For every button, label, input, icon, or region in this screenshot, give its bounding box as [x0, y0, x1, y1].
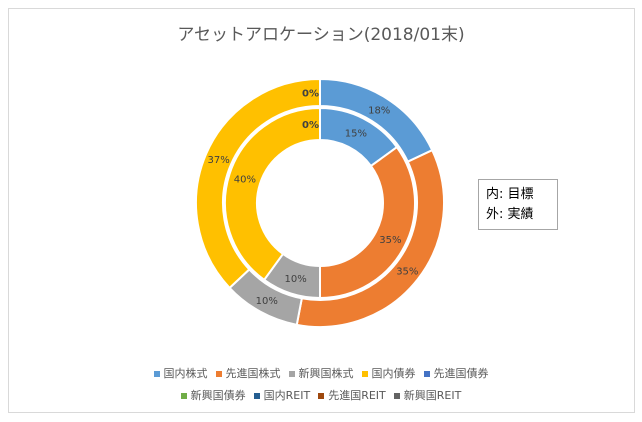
- legend-item: 先進国REIT: [318, 387, 386, 403]
- legend-label: 国内債券: [371, 367, 416, 380]
- legend-label: 先進国債券: [433, 367, 489, 380]
- legend-row-1: 国内株式 先進国株式 新興国株式 国内債券 先進国債券: [0, 365, 642, 381]
- legend-label: 新興国REIT: [403, 389, 462, 402]
- inner-data-label: 35%: [379, 235, 401, 246]
- inner-data-label: 15%: [345, 129, 367, 140]
- ring-annotation: 内: 目標 外: 実績: [478, 179, 558, 230]
- inner-data-label: 0%: [302, 120, 319, 131]
- outer-data-label: 10%: [256, 296, 278, 307]
- legend-item: 先進国債券: [423, 365, 489, 381]
- outer-slice-3[interactable]: [195, 77, 321, 290]
- legend-swatch: [253, 393, 260, 399]
- legend-item: 国内株式: [153, 365, 208, 381]
- legend-swatch: [288, 371, 295, 377]
- legend-item: 新興国債券: [180, 387, 246, 403]
- legend-label: 国内REIT: [263, 389, 311, 402]
- inner-data-label: 40%: [234, 175, 256, 186]
- inner-slice-3[interactable]: [224, 106, 321, 282]
- legend-label: 先進国REIT: [328, 389, 386, 402]
- outer-data-label: 18%: [368, 106, 390, 117]
- legend-label: 国内株式: [163, 367, 208, 380]
- legend-label: 新興国債券: [190, 389, 246, 402]
- legend-swatch: [153, 371, 160, 377]
- legend-item: 新興国株式: [288, 365, 354, 381]
- annotation-inner: 内: 目標: [486, 187, 534, 202]
- legend-row-2: 新興国債券 国内REIT 先進国REIT 新興国REIT: [0, 387, 642, 403]
- legend-swatch: [361, 371, 368, 377]
- annotation-outer: 外: 実績: [486, 207, 534, 222]
- outer-data-label: 35%: [396, 267, 418, 278]
- legend-item: 国内債券: [361, 365, 416, 381]
- legend-swatch: [423, 371, 430, 377]
- legend-item: 先進国株式: [215, 365, 281, 381]
- legend-swatch: [215, 371, 222, 377]
- legend-swatch: [180, 393, 187, 399]
- legend-swatch: [393, 393, 400, 399]
- inner-data-label: 10%: [284, 274, 306, 285]
- inner-slice-1[interactable]: [319, 145, 416, 300]
- outer-data-label: 37%: [207, 155, 229, 166]
- outer-data-label: 0%: [302, 89, 319, 100]
- legend-label: 先進国株式: [225, 367, 281, 380]
- chart-title: アセットアロケーション(2018/01末): [177, 25, 465, 45]
- legend-swatch: [318, 393, 325, 399]
- legend-item: 新興国REIT: [393, 387, 462, 403]
- outer-slice-1[interactable]: [295, 148, 446, 328]
- legend-label: 新興国株式: [298, 367, 354, 380]
- legend-item: 国内REIT: [253, 387, 311, 403]
